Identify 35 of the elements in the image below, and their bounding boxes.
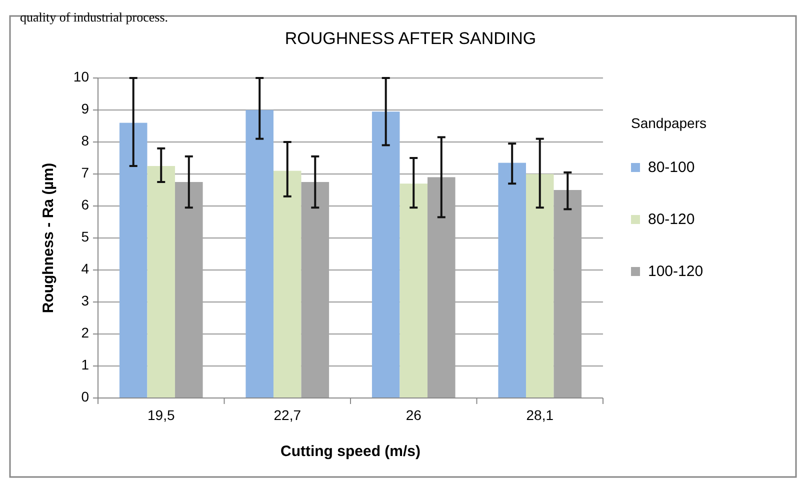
y-tick-label: 8 <box>81 132 90 149</box>
x-tick-label: 22,7 <box>274 407 302 423</box>
bar <box>526 174 554 398</box>
bar <box>301 182 330 398</box>
y-axis-title: Roughness - Ra (µm) <box>40 162 57 314</box>
bar <box>554 190 582 398</box>
x-tick-label: 26 <box>406 407 422 423</box>
bar <box>246 110 274 398</box>
chart-title: ROUGHNESS AFTER SANDING <box>284 29 536 48</box>
y-tick-label: 9 <box>81 100 90 117</box>
legend-label: 80-120 <box>648 210 695 228</box>
y-tick-label: 5 <box>81 228 90 245</box>
y-tick-label: 10 <box>73 68 90 85</box>
x-tick-label: 28,1 <box>526 407 554 423</box>
y-tick-label: 4 <box>81 260 90 277</box>
legend-label: 100-120 <box>648 262 704 280</box>
y-tick-label: 0 <box>81 388 90 405</box>
bar <box>498 162 526 398</box>
bar <box>175 182 203 398</box>
y-tick-label: 6 <box>81 196 90 213</box>
bar <box>119 122 148 398</box>
y-tick-label: 1 <box>81 356 90 373</box>
bar <box>273 170 302 398</box>
bar <box>147 166 176 398</box>
bar <box>372 112 400 398</box>
y-tick-label: 2 <box>81 324 90 341</box>
legend-title: Sandpapers <box>631 115 707 131</box>
text: quality of industrial process. <box>20 10 168 25</box>
y-tick-label: 7 <box>81 164 90 181</box>
bar <box>400 184 428 398</box>
x-axis-title: Cutting speed (m/s) <box>280 443 421 460</box>
x-tick-label: 19,5 <box>148 407 175 423</box>
bar <box>428 177 456 398</box>
legend-label: 80-100 <box>648 158 695 176</box>
y-tick-label: 3 <box>81 292 90 309</box>
